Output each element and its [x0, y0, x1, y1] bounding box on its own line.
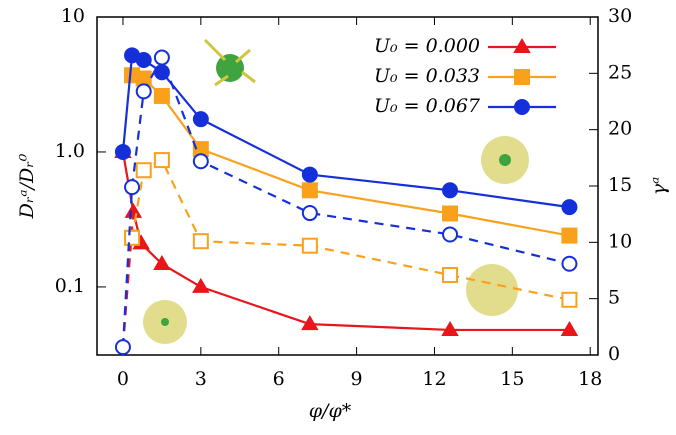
x-tick-label: 15: [500, 368, 524, 390]
marker: [114, 143, 131, 160]
marker: [114, 339, 131, 356]
marker: [441, 320, 459, 336]
x-tick-label: 3: [195, 368, 207, 390]
marker: [442, 182, 459, 199]
marker: [301, 166, 318, 183]
legend-label: U₀ = 0.067: [374, 95, 481, 117]
marker: [135, 162, 152, 179]
marker: [153, 152, 170, 169]
marker: [192, 277, 210, 293]
marker: [301, 237, 318, 254]
series-line: [121, 54, 570, 348]
x-tick-label: 12: [422, 368, 446, 390]
y2-axis-label: γᵃ: [648, 177, 670, 196]
legend-marker: [514, 99, 530, 115]
marker: [442, 205, 459, 222]
marker: [301, 182, 318, 199]
legend-marker: [514, 69, 530, 85]
y-tick-label: 10: [61, 5, 85, 27]
x-tick-label: 18: [578, 368, 602, 390]
y2-tick-label: 30: [608, 5, 632, 27]
marker: [192, 111, 209, 128]
marker: [561, 199, 578, 216]
x-tick-label: 0: [117, 368, 129, 390]
legend-marker: [513, 38, 531, 53]
marker: [442, 226, 459, 243]
marker: [561, 291, 578, 308]
marker: [301, 315, 319, 331]
marker: [561, 227, 578, 244]
marker: [153, 254, 171, 270]
y2-tick-label: 20: [608, 118, 632, 140]
legend-label: U₀ = 0.000: [374, 35, 480, 57]
y-axis-label: Dᵣᵃ/Dᵣ⁰: [16, 153, 38, 219]
y2-tick-label: 5: [608, 287, 620, 309]
marker: [153, 87, 170, 104]
marker: [135, 83, 152, 100]
marker: [442, 267, 459, 284]
marker: [560, 320, 579, 336]
y2-tick-label: 10: [608, 230, 632, 252]
marker: [561, 255, 578, 272]
y-tick-label: 1.0: [55, 140, 85, 162]
marker: [192, 233, 209, 250]
marker: [124, 229, 141, 246]
y2-tick-label: 25: [608, 61, 632, 83]
marker: [153, 49, 170, 66]
marker: [135, 52, 152, 69]
y2-tick-label: 0: [608, 343, 620, 365]
marker: [124, 179, 141, 196]
x-tick-label: 6: [273, 368, 285, 390]
legend-label: U₀ = 0.033: [374, 65, 480, 87]
inset-images: [143, 38, 529, 344]
x-tick-label: 9: [351, 368, 363, 390]
marker: [301, 205, 318, 222]
x-axis-label: φ/φ*: [309, 400, 352, 422]
marker: [192, 153, 209, 170]
y2-tick-label: 15: [608, 174, 632, 196]
y-tick-label: 0.1: [55, 275, 85, 297]
